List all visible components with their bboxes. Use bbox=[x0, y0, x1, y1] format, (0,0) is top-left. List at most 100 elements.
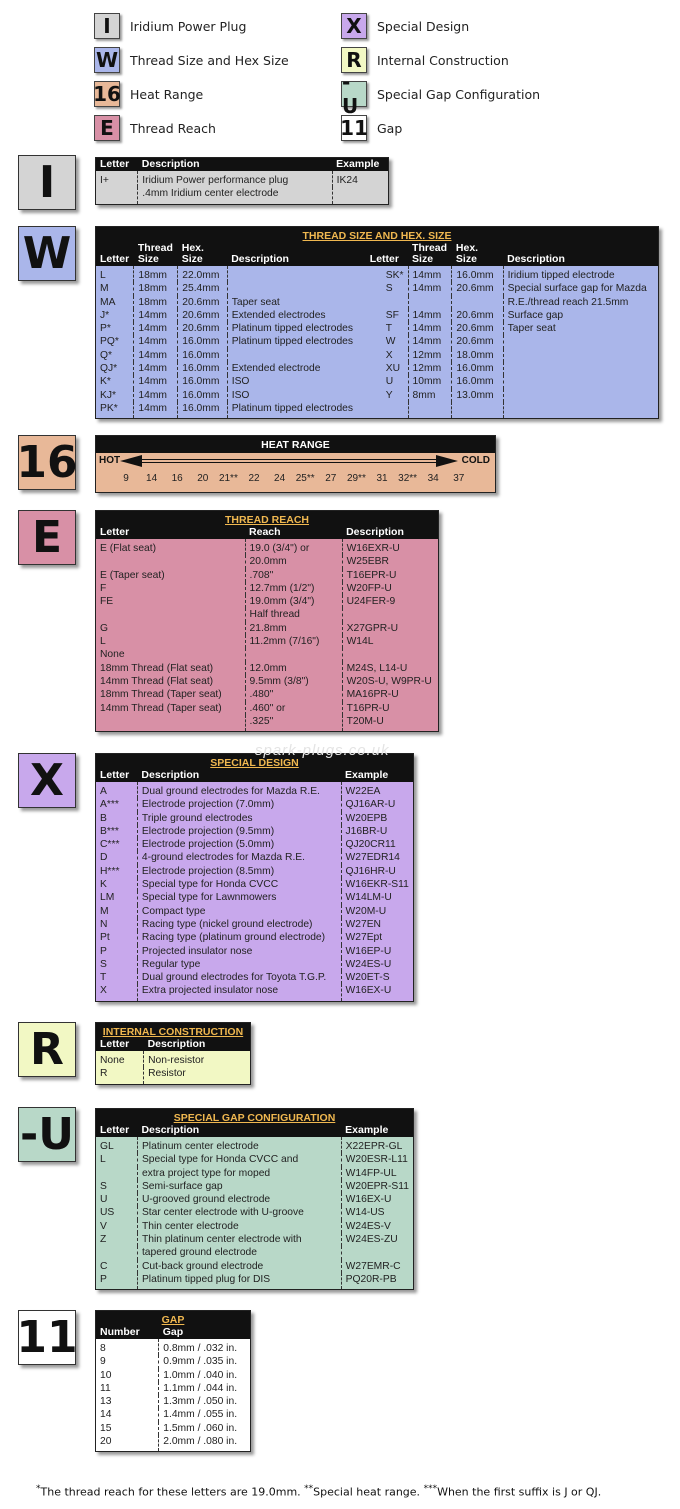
table-cell: 18mm bbox=[133, 266, 178, 283]
table-row: 10 1.0mm / .040 in. bbox=[96, 1368, 250, 1382]
table-row: 20 2.0mm / .080 in. bbox=[96, 1435, 250, 1452]
table: Number Gap 8 0.8mm / .032 in. 9 0.9mm / .035 … bbox=[96, 1326, 250, 1452]
heat-range-value: 31 bbox=[376, 473, 388, 484]
table-row: 13 1.3mm / .050 in. bbox=[96, 1395, 250, 1409]
section-code-g: 11 bbox=[16, 1310, 78, 1365]
legend-label: Special Gap Configuration bbox=[377, 86, 541, 102]
section-code-w: W bbox=[18, 226, 76, 281]
table: Letter Reach Description E (Flat seat) 19.0 … bbox=[96, 526, 438, 732]
table-header-row: Letter Thread Size Hex. Size Description Let… bbox=[96, 242, 658, 266]
table-cell: M24S, L14-U bbox=[341, 661, 438, 675]
table-cell bbox=[96, 187, 138, 203]
table-cell: L bbox=[100, 270, 106, 281]
table-cell: H*** bbox=[100, 865, 120, 877]
legend-item: W Thread Size and Hex Size bbox=[94, 47, 289, 73]
table-cell bbox=[340, 1246, 413, 1260]
table-cell: Extra projected insulator nose bbox=[136, 984, 342, 1001]
column-header: Reach bbox=[245, 526, 343, 539]
table-cell: PK* bbox=[100, 402, 118, 414]
legend-code-badge: 16 bbox=[93, 81, 121, 107]
table-cell: Y bbox=[385, 389, 393, 401]
heat-range-title: HEAT RANGE bbox=[96, 436, 495, 453]
table-row: 14mm Thread (Taper seat) .460" or T16PR-U bbox=[96, 701, 438, 715]
table-cell: Electrode projection (9.5mm) bbox=[136, 824, 342, 839]
table-cell: 20.0mm bbox=[244, 555, 343, 569]
table-cell: 8mm bbox=[407, 388, 452, 402]
table-cell: 11 bbox=[100, 1382, 111, 1394]
table-internal-construction: INTERNAL CONSTRUCTION Letter Description No… bbox=[95, 1022, 251, 1085]
table-cell: QJ16AR-U bbox=[340, 798, 413, 812]
heat-range-value: 27 bbox=[325, 473, 337, 484]
table-cell: 16.0mm bbox=[177, 362, 228, 376]
table-cell: 19.0mm (3/4") bbox=[244, 595, 343, 609]
table-cell: 14mm bbox=[133, 375, 178, 389]
legend-label: Thread Size and Hex Size bbox=[130, 52, 289, 68]
table-cell: Special surface gap for Mazda bbox=[502, 282, 658, 296]
table-row: U U-grooved ground electrode W16EX-U bbox=[96, 1193, 413, 1207]
table-row: M Compact type W20M-U bbox=[96, 904, 413, 918]
table-cell: A bbox=[100, 786, 107, 797]
legend-label: Iridium Power Plug bbox=[130, 18, 247, 34]
table-cell: extra project type for moped bbox=[136, 1166, 342, 1180]
table-cell: 16.0mm bbox=[177, 401, 228, 419]
table-thread-size-and-hex-size: THREAD SIZE AND HEX. SIZE Letter Thread Si… bbox=[95, 226, 659, 420]
table-cell: W25EBR bbox=[341, 555, 438, 569]
table-cell bbox=[226, 348, 366, 363]
table-title: GAP bbox=[96, 1311, 250, 1326]
table-cell: E (Flat seat) bbox=[100, 543, 157, 554]
table-cell: 16.0mm bbox=[451, 375, 504, 389]
table-cell: J16BR-U bbox=[340, 824, 413, 839]
table-cell: Extended electrodes bbox=[226, 308, 366, 323]
table-cell: W20EPR-S11 bbox=[340, 1179, 413, 1194]
table-row: S Semi-surface gap W20EPR-S11 bbox=[96, 1179, 413, 1194]
table-cell: M bbox=[100, 905, 109, 917]
table-cell: N bbox=[100, 918, 108, 930]
table-cell: 12mm bbox=[407, 348, 452, 363]
legend-code-badge: I bbox=[94, 13, 120, 39]
table-row: tapered ground electrode bbox=[96, 1246, 413, 1260]
table-cell: T bbox=[100, 972, 107, 984]
table-special-gap-configuration: SPECIAL GAP CONFIGURATION Letter Descripti… bbox=[95, 1108, 414, 1291]
table-row: 14 1.4mm / .055 in. bbox=[96, 1408, 250, 1422]
legend-code-badge: X bbox=[341, 13, 367, 39]
table-row: G 21.8mm X27GPR-U bbox=[96, 621, 438, 636]
legend-code-badge: W bbox=[94, 47, 120, 73]
table-row: None Non-resistor bbox=[96, 1051, 250, 1068]
table-cell: LM bbox=[100, 892, 115, 904]
table-row: A*** Electrode projection (7.0mm) QJ16AR-U bbox=[96, 798, 413, 812]
table-gap: GAP Number Gap 8 0.8mm / .032 in. 9 0.9mm / .0… bbox=[95, 1310, 251, 1453]
table-cell: K bbox=[100, 879, 107, 891]
legend-label: Thread Reach bbox=[130, 120, 216, 136]
table-row: E (Taper seat) .708" T16EPR-U bbox=[96, 568, 438, 582]
table-cell: 14mm bbox=[133, 401, 178, 419]
legend-code-badge: -U bbox=[341, 70, 367, 118]
table-cell: 14mm bbox=[133, 348, 178, 363]
table-cell: S bbox=[385, 283, 393, 295]
table-row: PK* 14mm 16.0mm Platinum tipped electrodes bbox=[96, 401, 658, 419]
table-cell: W24ES-ZU bbox=[340, 1233, 413, 1247]
table-cell: Z bbox=[100, 1234, 107, 1246]
table-cell: Non-resistor bbox=[143, 1051, 250, 1068]
table-cell: KJ* bbox=[100, 389, 117, 401]
table-cell: Platinum center electrode bbox=[136, 1137, 342, 1154]
table-cell bbox=[331, 187, 388, 204]
table-cell: Platinum tipped electrodes bbox=[226, 335, 366, 349]
table-header-row: Number Gap bbox=[96, 1326, 250, 1339]
table-row: E (Flat seat) 19.0 (3/4") or W16EXR-U bbox=[96, 539, 438, 556]
table-cell: 14mm bbox=[407, 308, 452, 323]
table-cell: Thin center electrode bbox=[136, 1219, 342, 1234]
table-cell bbox=[341, 648, 438, 662]
table-header-row: Letter Description bbox=[96, 1038, 250, 1051]
table-cell: 9.5mm (3/8") bbox=[244, 674, 343, 689]
table-cell: 16.0mm bbox=[177, 375, 228, 389]
table-cell: 22.0mm bbox=[177, 266, 228, 283]
table-cell: 21.8mm bbox=[244, 621, 343, 636]
table-cell: None bbox=[100, 649, 125, 661]
table-cell: Iridium tipped electrode bbox=[502, 266, 658, 283]
table-row: 8 0.8mm / .032 in. bbox=[96, 1339, 250, 1356]
table-cell: Taper seat bbox=[502, 322, 658, 336]
table-cell: U bbox=[100, 1194, 108, 1206]
table-cell: Dual ground electrodes for Toyota T.G.P. bbox=[136, 971, 342, 985]
legend-label: Heat Range bbox=[130, 86, 204, 102]
